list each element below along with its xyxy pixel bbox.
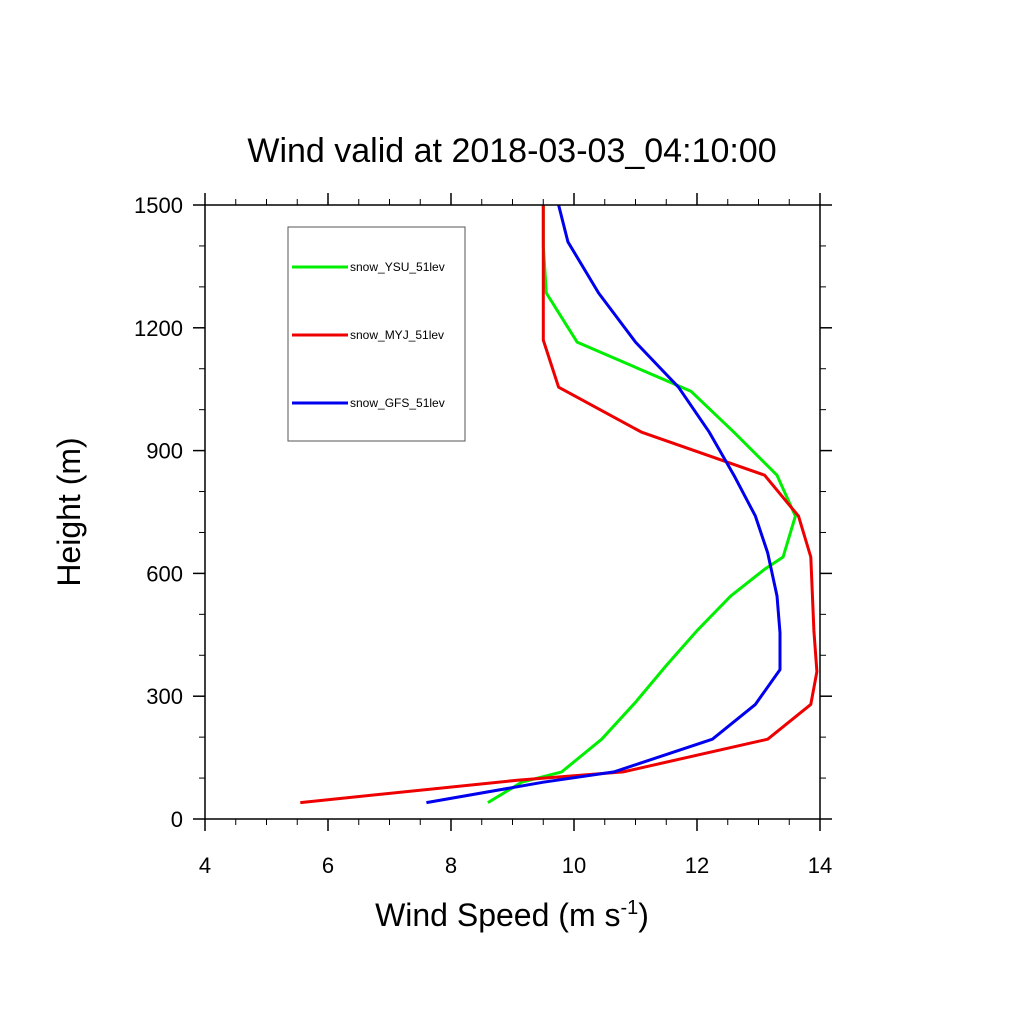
x-axis-title: Wind Speed (m s-1) xyxy=(375,897,649,933)
x-tick-label: 8 xyxy=(445,853,457,878)
axis-ticks xyxy=(193,193,832,831)
y-tick-label: 0 xyxy=(171,807,183,832)
plot-frame xyxy=(204,204,821,820)
legend-label: snow_YSU_51lev xyxy=(350,260,445,274)
y-tick-label: 1500 xyxy=(134,193,183,218)
x-axis-title-superscript: -1 xyxy=(620,897,638,919)
series-line-snow_YSU_51lev xyxy=(487,205,797,804)
chart-title: Wind valid at 2018-03-03_04:10:00 xyxy=(247,132,776,170)
legend-label: snow_GFS_51lev xyxy=(350,396,445,410)
y-tick-label: 900 xyxy=(146,439,183,464)
y-tick-label: 300 xyxy=(146,684,183,709)
series-line-snow_GFS_51lev xyxy=(426,204,782,805)
y-tick-label: 600 xyxy=(146,561,183,586)
y-tick-label: 1200 xyxy=(134,316,183,341)
y-axis-title: Height (m) xyxy=(51,437,87,586)
x-tick-label: 10 xyxy=(562,853,586,878)
x-tick-label: 12 xyxy=(685,853,709,878)
x-tick-label: 6 xyxy=(322,853,334,878)
tick-labels: 4 6 8 10 12 14 0 300 600 900 1200 1500 xyxy=(134,193,832,878)
legend: snow_YSU_51lev snow_MYJ_51lev snow_GFS_51l… xyxy=(287,226,466,442)
x-tick-label: 4 xyxy=(199,853,211,878)
legend-label: snow_MYJ_51lev xyxy=(350,328,444,342)
x-tick-label: 14 xyxy=(808,853,832,878)
series-line-snow_MYJ_51lev xyxy=(300,205,819,805)
x-axis-title-close: ) xyxy=(638,897,649,933)
x-axis-title-main: Wind Speed (m s xyxy=(375,897,620,933)
series-lines xyxy=(300,204,819,805)
